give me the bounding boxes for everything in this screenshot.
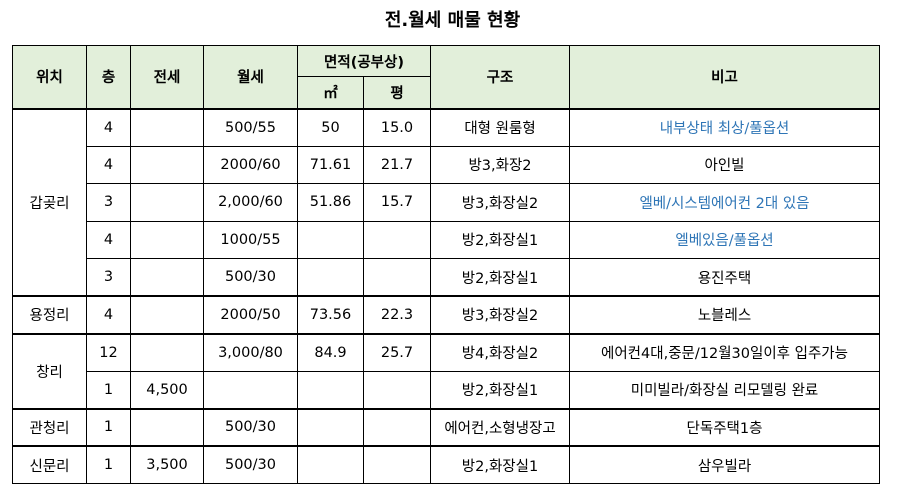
header-remarks: 비고 <box>569 45 880 109</box>
area-sqm-cell <box>297 370 364 409</box>
wolse-cell: 2000/60 <box>203 145 298 184</box>
header-pyeong: 평 <box>363 76 431 109</box>
area-pyeong-cell: 21.7 <box>363 145 431 184</box>
wolse-cell: 2000/50 <box>203 295 298 334</box>
remarks-cell: 미미빌라/화장실 리모델링 완료 <box>569 370 880 409</box>
remarks-cell: 아인빌 <box>569 145 880 184</box>
area-sqm-cell <box>297 445 364 484</box>
wolse-cell <box>203 370 298 409</box>
area-pyeong-cell <box>363 407 431 447</box>
area-pyeong-cell: 22.3 <box>363 295 431 334</box>
floor-cell: 1 <box>86 407 131 447</box>
jeonse-cell: 4,500 <box>130 370 204 409</box>
remarks-cell: 내부상태 최상/풀옵션 <box>569 107 880 147</box>
table-row: 1 4,500 방2,화장실1 미미빌라/화장실 리모델링 완료 <box>13 370 880 409</box>
remarks-cell: 삼우빌라 <box>569 445 880 484</box>
location-cell: 용정리 <box>12 295 87 334</box>
area-sqm-cell <box>297 220 364 259</box>
location-cell: 창리 <box>12 332 87 409</box>
wolse-cell: 3,000/80 <box>203 332 298 372</box>
listing-table: 위치 층 전세 월세 면적(공부상) 구조 비고 ㎡ 평 갑곶리 4 500/55 5… <box>12 45 880 484</box>
wolse-cell: 500/30 <box>203 407 298 447</box>
structure-cell: 방3,화장2 <box>430 145 570 184</box>
structure-cell: 대형 원룸형 <box>430 107 570 147</box>
jeonse-cell <box>130 107 204 147</box>
header-area: 면적(공부상) <box>297 45 431 77</box>
wolse-cell: 500/30 <box>203 258 298 297</box>
jeonse-cell <box>130 220 204 259</box>
area-pyeong-cell <box>363 445 431 484</box>
wolse-cell: 500/55 <box>203 107 298 147</box>
jeonse-cell <box>130 145 204 184</box>
table-row: 4 2000/60 71.61 21.7 방3,화장2 아인빌 <box>13 145 880 184</box>
floor-cell: 3 <box>86 258 131 297</box>
floor-cell: 1 <box>86 370 131 409</box>
page-title: 전.월세 매물 현황 <box>384 10 521 31</box>
jeonse-cell: 3,500 <box>130 445 204 484</box>
floor-cell: 4 <box>86 295 131 334</box>
structure-cell: 에어컨,소형냉장고 <box>430 407 570 447</box>
jeonse-cell <box>130 407 204 447</box>
area-pyeong-cell: 25.7 <box>363 332 431 372</box>
structure-cell: 방2,화장실1 <box>430 220 570 259</box>
floor-cell: 3 <box>86 183 131 222</box>
wolse-cell: 1000/55 <box>203 220 298 259</box>
header-structure: 구조 <box>430 45 570 109</box>
area-pyeong-cell: 15.0 <box>363 107 431 147</box>
area-pyeong-cell: 15.7 <box>363 183 431 222</box>
area-pyeong-cell <box>363 370 431 409</box>
jeonse-cell <box>130 183 204 222</box>
structure-cell: 방2,화장실1 <box>430 445 570 484</box>
area-sqm-cell <box>297 407 364 447</box>
area-sqm-cell <box>297 258 364 297</box>
floor-cell: 4 <box>86 145 131 184</box>
structure-cell: 방2,화장실1 <box>430 370 570 409</box>
table-row: 3 2,000/60 51.86 15.7 방3,화장실2 엘베/시스템에어컨 2대 있음 <box>13 183 880 222</box>
header-location: 위치 <box>12 45 87 109</box>
header-jeonse: 전세 <box>130 45 204 109</box>
jeonse-cell <box>130 332 204 372</box>
floor-cell: 4 <box>86 107 131 147</box>
table-row: 창리 12 3,000/80 84.9 25.7 방4,화장실2 에어컨4대,중문/12월3… <box>12 332 880 409</box>
location-cell: 관청리 <box>12 407 87 447</box>
floor-cell: 1 <box>86 445 131 484</box>
wolse-cell: 500/30 <box>203 445 298 484</box>
structure-cell: 방3,화장실2 <box>430 183 570 222</box>
structure-cell: 방3,화장실2 <box>430 295 570 334</box>
area-sqm-cell: 50 <box>297 107 364 147</box>
location-cell: 신문리 <box>12 445 87 484</box>
area-pyeong-cell <box>363 258 431 297</box>
remarks-cell: 엘베있음/풀옵션 <box>569 220 880 259</box>
structure-cell: 방4,화장실2 <box>430 332 570 372</box>
header-floor: 층 <box>86 45 131 109</box>
jeonse-cell <box>130 295 204 334</box>
table-row: 4 1000/55 방2,화장실1 엘베있음/풀옵션 <box>13 220 880 259</box>
structure-cell: 방2,화장실1 <box>430 258 570 297</box>
header-sqm: ㎡ <box>297 76 364 109</box>
jeonse-cell <box>130 258 204 297</box>
area-sqm-cell: 51.86 <box>297 183 364 222</box>
area-sqm-cell: 71.61 <box>297 145 364 184</box>
area-pyeong-cell <box>363 220 431 259</box>
area-sqm-cell: 84.9 <box>297 332 364 372</box>
floor-cell: 4 <box>86 220 131 259</box>
table-row: 용정리 4 2000/50 73.56 22.3 방3,화장실2 노블레스 <box>12 295 880 334</box>
area-sqm-cell: 73.56 <box>297 295 364 334</box>
floor-cell: 12 <box>86 332 131 372</box>
location-cell: 갑곶리 <box>12 107 87 297</box>
table-row: 관청리 1 500/30 에어컨,소형냉장고 단독주택1층 <box>12 407 880 447</box>
table-row: 갑곶리 4 500/55 50 15.0 대형 원룸형 내부상태 최상/풀옵션 <box>12 107 880 297</box>
wolse-cell: 2,000/60 <box>203 183 298 222</box>
remarks-cell: 노블레스 <box>569 295 880 334</box>
table-row: 신문리 1 3,500 500/30 방2,화장실1 삼우빌라 <box>12 445 880 484</box>
remarks-cell: 에어컨4대,중문/12월30일이후 입주가능 <box>569 332 880 372</box>
remarks-cell: 엘베/시스템에어컨 2대 있음 <box>569 183 880 222</box>
table-body: 갑곶리 4 500/55 50 15.0 대형 원룸형 내부상태 최상/풀옵션 4 2000/6… <box>12 107 880 484</box>
header-wolse: 월세 <box>203 45 298 109</box>
remarks-cell: 용진주택 <box>569 258 880 297</box>
remarks-cell: 단독주택1층 <box>569 407 880 447</box>
table-row: 3 500/30 방2,화장실1 용진주택 <box>13 258 880 297</box>
